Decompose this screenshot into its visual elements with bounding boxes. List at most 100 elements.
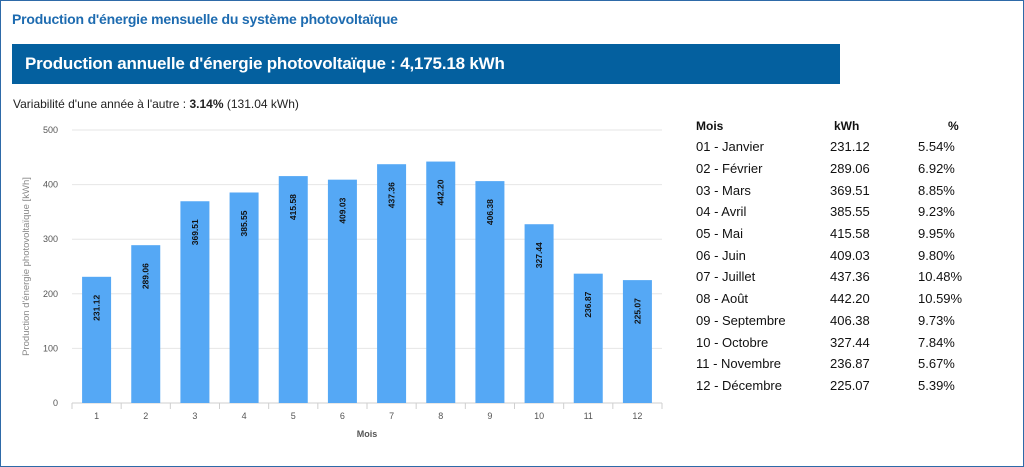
table-row: 07 - Juillet 437.36 10.48% (696, 266, 1008, 288)
y-tick-label: 400 (43, 180, 58, 190)
cell-pct: 10.59% (918, 291, 963, 307)
cell-kwh: 409.03 (830, 247, 870, 263)
bar-value-label: 385.55 (239, 210, 249, 236)
cell-mois: 04 - Avril (696, 204, 747, 220)
bar (622, 280, 652, 403)
y-tick-label: 0 (53, 398, 58, 408)
cell-mois: 10 - Octobre (696, 334, 769, 350)
table-row: 03 - Mars 369.51 8.85% (696, 179, 1008, 201)
bar-value-label: 437.36 (387, 182, 397, 208)
table-row: 06 - Juin 409.03 9.80% (696, 244, 1008, 266)
cell-mois: 01 - Janvier (696, 139, 764, 155)
cell-kwh: 415.58 (830, 226, 870, 242)
bar-value-label: 415.58 (288, 194, 298, 220)
bar (180, 201, 210, 403)
cell-kwh: 437.36 (830, 269, 870, 285)
cell-mois: 05 - Mai (696, 226, 743, 242)
cell-pct: 10.48% (918, 269, 963, 285)
bar (573, 273, 603, 403)
cell-mois: 09 - Septembre (696, 312, 786, 328)
x-tick-label: 6 (340, 411, 345, 421)
cell-kwh: 236.87 (830, 356, 870, 372)
monthly-production-chart: 0 100 200 300 400 500 231.12 1 289.06 2 369.51 3 385… (21, 125, 663, 439)
x-tick-label: 3 (192, 411, 197, 421)
cell-mois: 08 - Août (696, 291, 749, 307)
y-tick-label: 100 (43, 343, 58, 353)
bar (82, 276, 112, 403)
bar (524, 224, 554, 403)
monthly-table: Mois kWh % 01 - Janvier 231.12 5.54% 02 - F… (696, 115, 1008, 396)
col-header-kwh: kWh (834, 118, 860, 133)
cell-pct: 7.84% (918, 334, 955, 350)
y-tick-label: 500 (43, 125, 58, 135)
table-row: 11 - Novembre 236.87 5.67% (696, 353, 1008, 375)
bar-value-label: 225.07 (632, 298, 642, 324)
cell-mois: 12 - Décembre (696, 377, 782, 393)
bar-value-label: 409.03 (337, 197, 347, 223)
bar (475, 181, 505, 403)
col-header-mois: Mois (696, 118, 724, 133)
table-row: 04 - Avril 385.55 9.23% (696, 201, 1008, 223)
table-row: 12 - Décembre 225.07 5.39% (696, 375, 1008, 397)
bar (229, 192, 259, 403)
bar-value-label: 231.12 (92, 295, 102, 321)
x-tick-label: 4 (242, 411, 247, 421)
bar (131, 245, 161, 403)
cell-pct: 6.92% (918, 161, 955, 177)
cell-pct: 9.95% (918, 226, 955, 242)
x-tick-label: 7 (389, 411, 394, 421)
table-row: 08 - Août 442.20 10.59% (696, 288, 1008, 310)
variability-suffix: (131.04 kWh) (223, 97, 299, 111)
y-axis-title: Production d'énergie photovoltaïque [kWh… (21, 177, 32, 356)
cell-mois: 07 - Juillet (696, 269, 756, 285)
cell-pct: 8.85% (918, 182, 955, 198)
x-tick-label: 11 (584, 411, 593, 421)
bar-value-label: 406.38 (485, 199, 495, 225)
cell-kwh: 231.12 (830, 139, 870, 155)
bar (278, 176, 308, 403)
cell-pct: 5.54% (918, 139, 955, 155)
variability-prefix: Variabilité d'une année à l'autre : (13, 97, 190, 111)
table-row: 01 - Janvier 231.12 5.54% (696, 136, 1008, 158)
table-row: 10 - Octobre 327.44 7.84% (696, 331, 1008, 353)
cell-kwh: 369.51 (830, 182, 870, 198)
x-tick-label: 5 (291, 411, 296, 421)
cell-pct: 5.67% (918, 356, 955, 372)
bar-value-label: 442.20 (436, 179, 446, 205)
cell-kwh: 442.20 (830, 291, 870, 307)
cell-kwh: 289.06 (830, 161, 870, 177)
annual-production-banner: Production annuelle d'énergie photovolta… (12, 44, 840, 84)
cell-pct: 9.80% (918, 247, 955, 263)
section-title: Production d'énergie mensuelle du systèm… (12, 11, 398, 27)
bar-value-label: 236.87 (583, 291, 593, 317)
x-tick-label: 10 (534, 411, 544, 421)
x-axis-title: Mois (357, 429, 378, 439)
y-tick-label: 300 (43, 234, 58, 244)
y-tick-label: 200 (43, 289, 58, 299)
bar-value-label: 369.51 (190, 219, 200, 245)
cell-kwh: 225.07 (830, 377, 870, 393)
cell-mois: 03 - Mars (696, 182, 751, 198)
cell-kwh: 385.55 (830, 204, 870, 220)
x-tick-label: 1 (94, 411, 99, 421)
table-row: 09 - Septembre 406.38 9.73% (696, 310, 1008, 332)
cell-mois: 11 - Novembre (696, 356, 782, 372)
x-tick-label: 2 (143, 411, 148, 421)
col-header-pct: % (948, 118, 959, 133)
variability-line: Variabilité d'une année à l'autre : 3.14… (13, 97, 299, 111)
cell-kwh: 406.38 (830, 312, 870, 328)
x-tick-label: 8 (438, 411, 443, 421)
cell-kwh: 327.44 (830, 334, 870, 350)
cell-pct: 9.73% (918, 312, 955, 328)
bar (327, 179, 357, 403)
variability-value: 3.14% (189, 97, 224, 111)
bar-value-label: 289.06 (141, 263, 151, 289)
bar (426, 161, 456, 403)
x-tick-label: 12 (632, 411, 642, 421)
x-tick-label: 9 (487, 411, 492, 421)
bar (377, 164, 407, 403)
cell-pct: 5.39% (918, 377, 955, 393)
cell-mois: 06 - Juin (696, 247, 746, 263)
table-header-row: Mois kWh % (696, 115, 1008, 136)
table-row: 05 - Mai 415.58 9.95% (696, 223, 1008, 245)
